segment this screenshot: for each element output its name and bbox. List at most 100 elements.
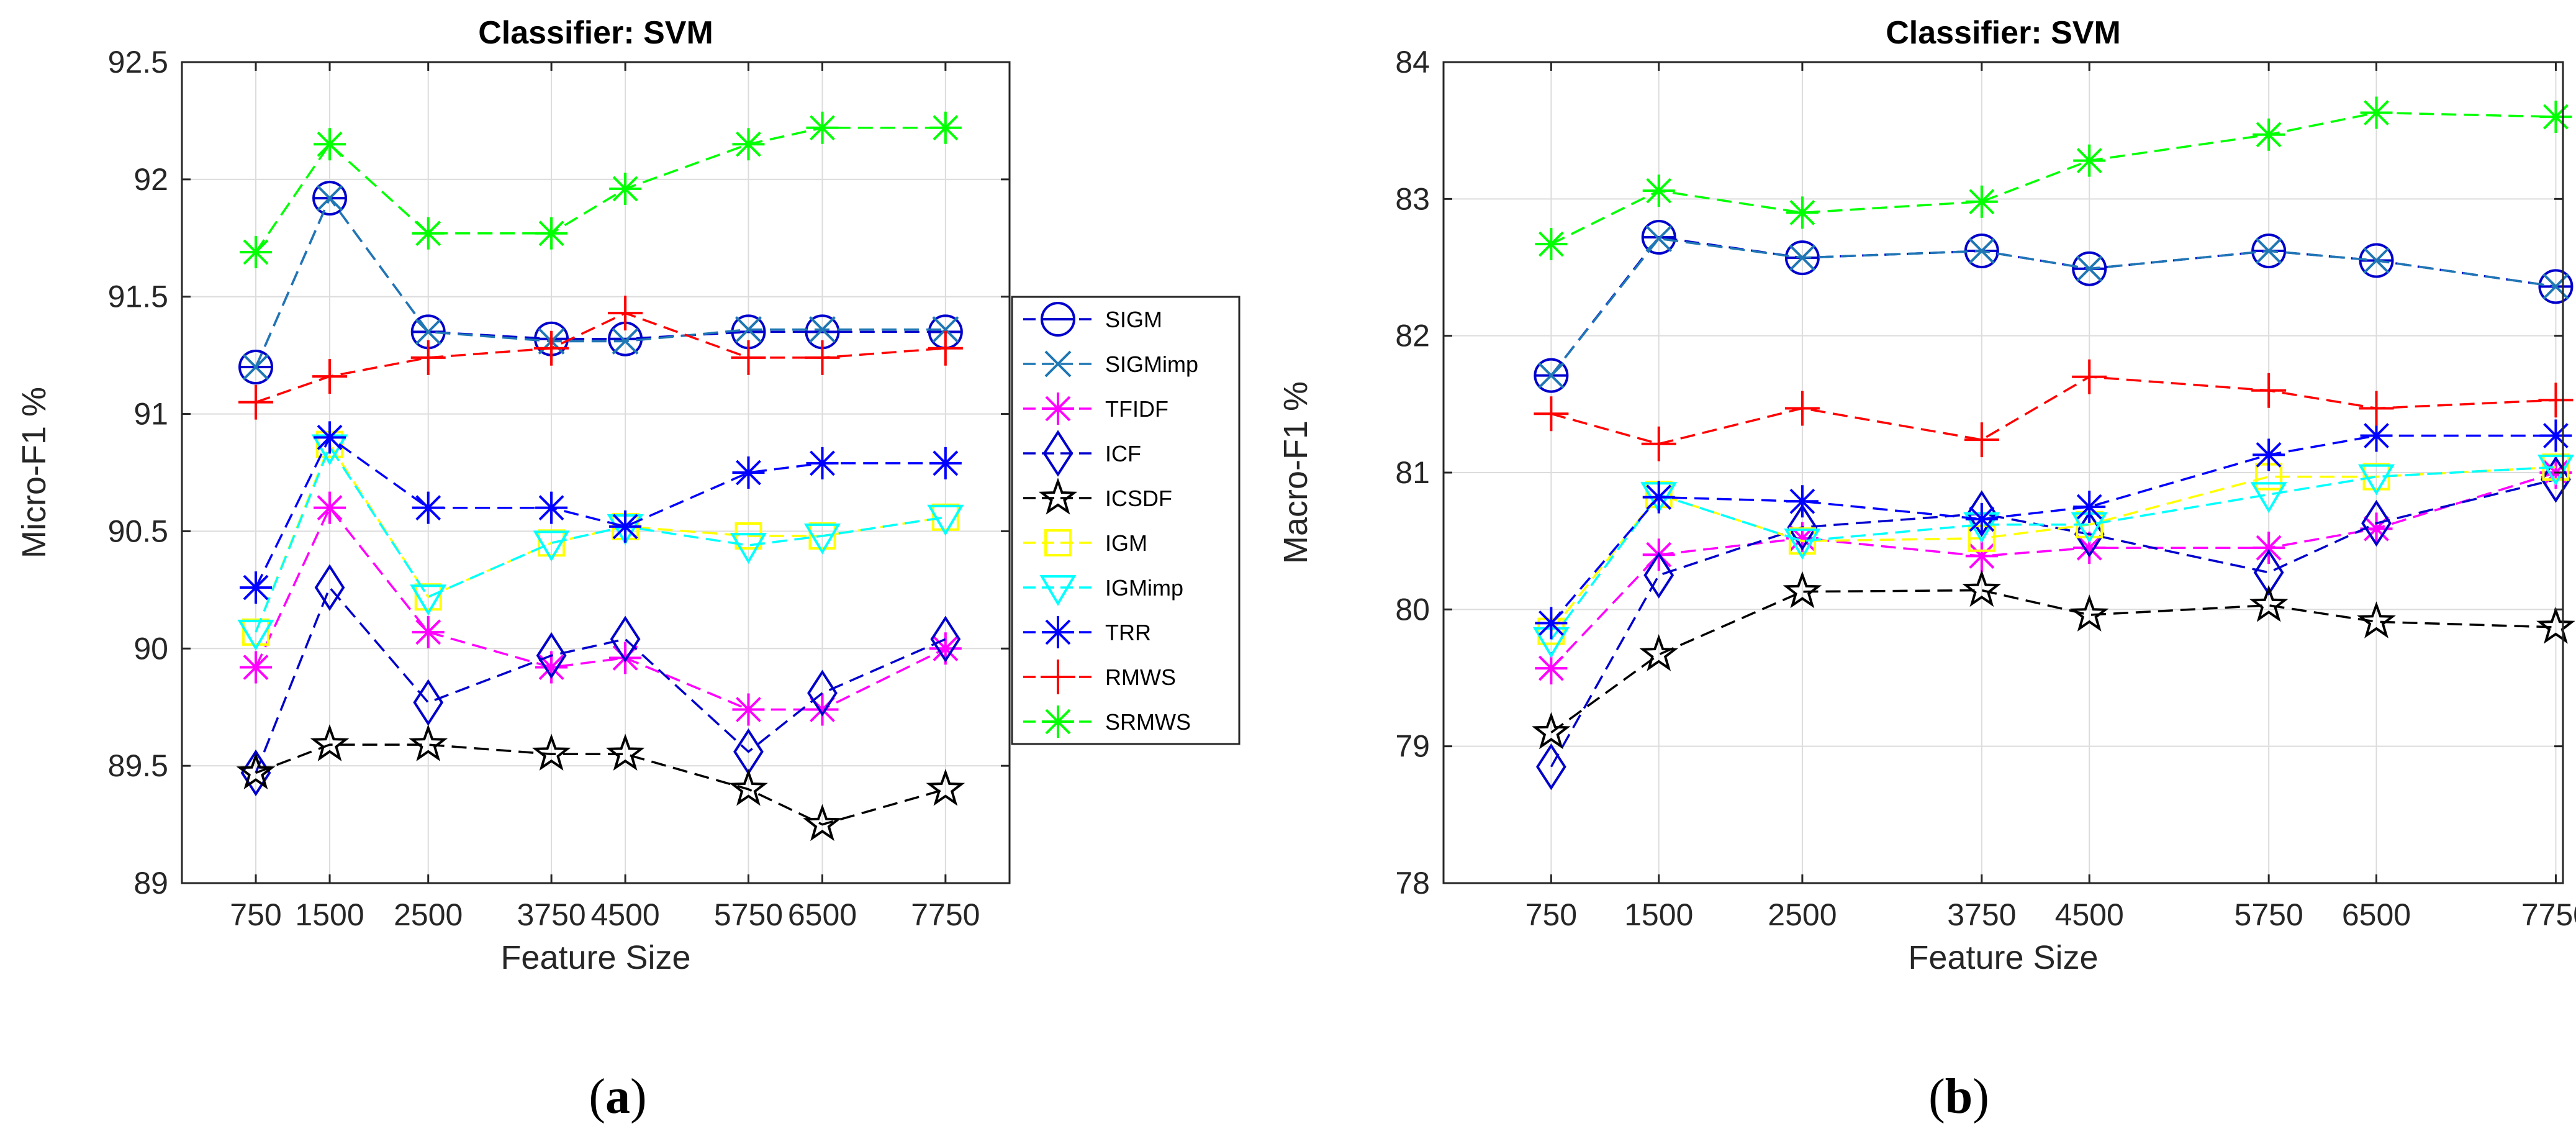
marker-srmws xyxy=(1535,228,1568,261)
marker-igmimp xyxy=(803,523,841,555)
series-line-trr xyxy=(255,435,946,588)
legend: SIGM SIGMimp TFIDF ICF ICSDF IGM IGMimp TRR RMWS… xyxy=(1011,296,1241,745)
x-axis-label: Feature Size xyxy=(500,939,690,976)
marker-rmws xyxy=(2251,373,2287,408)
series-line-sigmimp xyxy=(1550,237,2556,376)
marker-srmws xyxy=(412,217,445,250)
legend-marker xyxy=(1041,660,1075,694)
y-tick-label: 80 xyxy=(1395,592,1430,627)
x-tick-label: 1500 xyxy=(1624,897,1693,932)
marker-icsdf xyxy=(409,724,448,761)
marker-sigmimp xyxy=(1789,244,1816,271)
marker-icsdf xyxy=(1532,712,1571,750)
marker-srmws xyxy=(240,235,273,268)
series-icsdf xyxy=(1532,569,2575,750)
x-tick-label: 1500 xyxy=(295,897,364,932)
marker-sigmimp xyxy=(2542,273,2569,300)
marker-tfidf xyxy=(314,491,346,524)
legend-label: IGMimp xyxy=(1105,575,1183,601)
marker-igmimp xyxy=(410,584,447,616)
x-tick-label: 7750 xyxy=(2521,897,2576,932)
legend-entry-tfidf: TFIDF xyxy=(1023,392,1168,425)
marker-rmws xyxy=(928,330,963,366)
legend-entry-icf: ICF xyxy=(1023,430,1141,477)
legend-marker xyxy=(1042,392,1074,425)
legend-entry-trr: TRR xyxy=(1023,616,1151,648)
series-icsdf xyxy=(236,724,965,841)
legend-label: IGM xyxy=(1105,530,1147,556)
marker-trr xyxy=(535,491,568,524)
marker-rmws xyxy=(608,296,643,331)
marker-srmws xyxy=(314,128,346,161)
legend-label: SRMWS xyxy=(1105,709,1191,735)
marker-icf xyxy=(1535,743,1566,791)
marker-igmimp xyxy=(533,530,570,562)
marker-icf xyxy=(610,615,641,663)
marker-icf xyxy=(240,749,271,797)
series-line-sigmimp xyxy=(255,196,946,368)
marker-icsdf xyxy=(605,733,645,771)
marker-rmws xyxy=(1964,422,1999,458)
marker-srmws xyxy=(2073,144,2106,177)
y-tick-label: 92 xyxy=(133,162,168,197)
marker-icsdf xyxy=(236,752,276,790)
marker-rmws xyxy=(1784,391,1820,426)
marker-rmws xyxy=(2538,383,2574,418)
marker-tfidf xyxy=(1965,540,1998,573)
y-tick-label: 91.5 xyxy=(108,279,168,314)
marker-rmws xyxy=(312,359,348,394)
legend-entry-icsdf: ICSDF xyxy=(1023,478,1172,515)
legend-label: ICF xyxy=(1105,441,1141,466)
marker-icsdf xyxy=(1639,634,1679,671)
series-line-tfidf xyxy=(255,506,946,711)
plot-area xyxy=(182,62,1010,883)
marker-srmws xyxy=(732,128,765,161)
legend-entry-sigm: SIGM xyxy=(1023,302,1162,337)
series-line-icf xyxy=(255,585,946,774)
marker-trr xyxy=(240,571,273,604)
marker-rmws xyxy=(805,340,840,375)
legend-entry-sigmimp: SIGMimp xyxy=(1023,350,1198,378)
x-tick-label: 2500 xyxy=(394,897,463,932)
marker-trr xyxy=(732,456,765,489)
series-sigmimp xyxy=(242,184,959,381)
chart-title: Classifier: SVM xyxy=(478,15,713,51)
y-tick-label: 81 xyxy=(1395,455,1430,490)
series-trr xyxy=(240,421,962,604)
marker-sigmimp xyxy=(1645,225,1673,252)
marker-sigmimp xyxy=(809,316,836,343)
marker-tfidf xyxy=(609,642,642,674)
series-tfidf xyxy=(240,491,962,726)
y-tick-label: 89 xyxy=(133,866,168,900)
marker-igmimp xyxy=(2357,464,2395,496)
marker-igmimp xyxy=(2250,482,2287,514)
marker-igmimp xyxy=(730,533,767,565)
marker-srmws xyxy=(929,111,962,144)
legend-marker xyxy=(1042,616,1074,648)
marker-rmws xyxy=(731,340,766,375)
marker-srmws xyxy=(2539,101,2572,134)
marker-sigmimp xyxy=(2076,255,2103,283)
legend-marker xyxy=(1042,705,1074,738)
marker-igm xyxy=(734,522,762,550)
marker-icsdf xyxy=(803,804,842,841)
marker-icf xyxy=(2361,499,2392,547)
legend-marker xyxy=(1044,350,1072,378)
marker-igmimp xyxy=(237,619,274,651)
marker-srmws xyxy=(806,111,839,144)
marker-icf xyxy=(2541,456,2571,503)
marker-rmws xyxy=(534,330,569,366)
x-tick-label: 3750 xyxy=(1947,897,2016,932)
x-tick-label: 6500 xyxy=(2342,897,2411,932)
marker-icsdf xyxy=(310,724,350,761)
legend-marker xyxy=(1039,575,1077,606)
marker-srmws xyxy=(1786,196,1819,229)
series-line-icsdf xyxy=(1550,589,2556,734)
marker-trr xyxy=(2073,491,2106,524)
marker-trr xyxy=(806,447,839,479)
marker-sigmimp xyxy=(1968,237,1995,265)
series-sigmimp xyxy=(1537,225,2569,389)
marker-rmws xyxy=(410,340,446,375)
marker-tfidf xyxy=(1786,522,1819,555)
